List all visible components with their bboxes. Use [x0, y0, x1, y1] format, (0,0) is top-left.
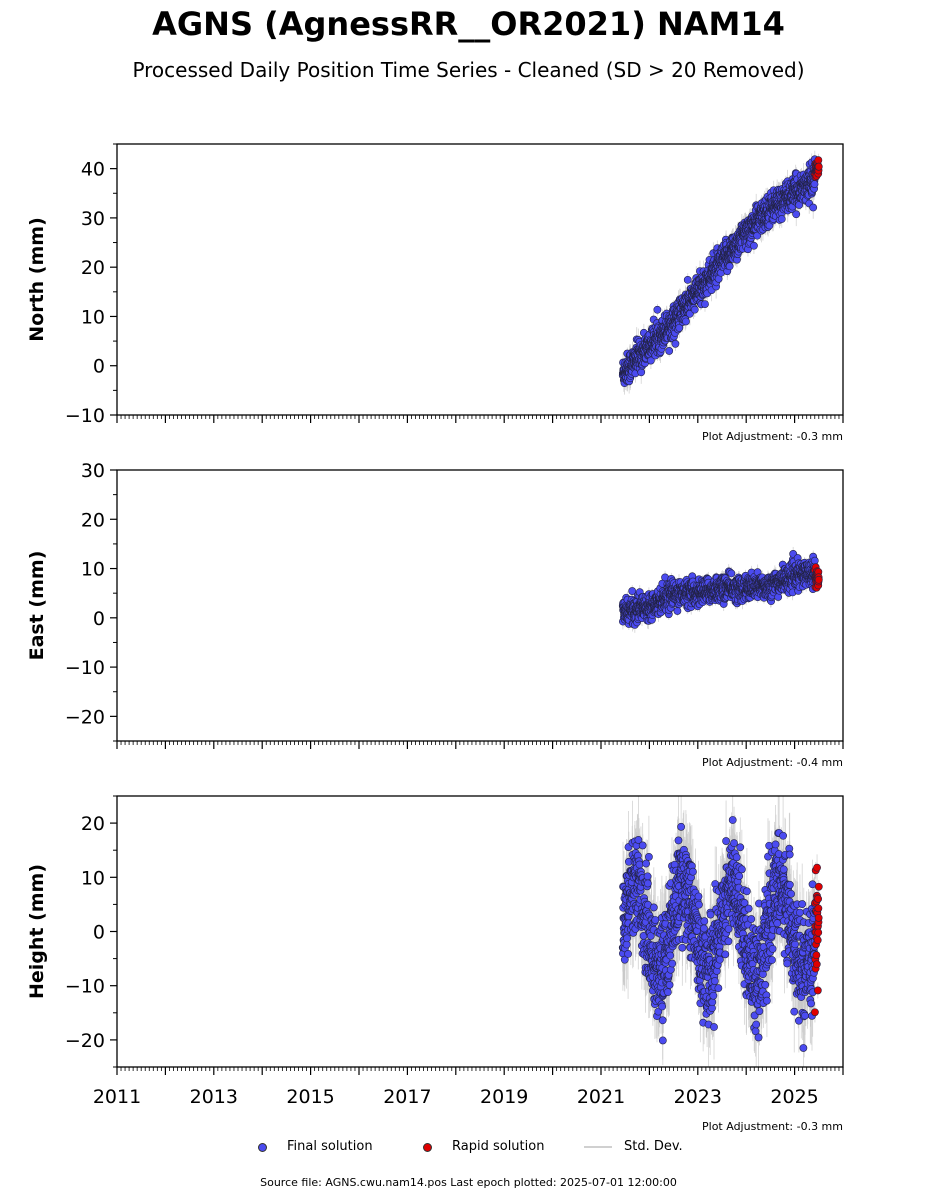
plot-area — [618, 150, 823, 395]
data-point — [637, 368, 646, 377]
plot-area — [618, 546, 823, 633]
rapid-solution-points — [811, 156, 823, 181]
data-point — [690, 305, 699, 314]
data-point — [777, 215, 786, 223]
data-point — [653, 305, 662, 314]
y-axis-label: North (mm) — [26, 217, 48, 342]
y-tick-label: −20 — [65, 706, 105, 728]
final-solution-points — [618, 155, 819, 388]
data-point — [725, 262, 734, 271]
data-point — [753, 231, 762, 240]
y-tick-label: 30 — [81, 460, 105, 482]
y-tick-label: 20 — [81, 257, 105, 279]
panel-frame — [116, 143, 844, 416]
data-point — [646, 356, 655, 365]
chart-title: AGNS (AgnessRR__OR2021) NAM14 — [152, 5, 785, 43]
panel-1: East (mm) −20 −10 0 10 20 30 Plot Adjustment: -… — [26, 460, 844, 769]
y-tick-label: 0 — [93, 356, 105, 378]
y-tick-label: −10 — [65, 405, 105, 427]
data-point — [809, 203, 818, 212]
chart-subtitle: Processed Daily Position Time Series - C… — [132, 58, 805, 82]
data-point — [750, 241, 758, 250]
y-tick-label: 10 — [81, 306, 105, 328]
data-point — [628, 587, 637, 595]
data-point — [681, 317, 690, 326]
plot-adjustment-note: Plot Adjustment: -0.3 mm — [702, 430, 843, 443]
data-point — [814, 162, 823, 171]
data-point — [675, 323, 684, 332]
data-point — [814, 156, 823, 165]
data-point — [701, 300, 709, 308]
data-point — [671, 339, 680, 348]
y-tick-label: 0 — [93, 608, 105, 630]
data-point — [683, 275, 692, 284]
plot-adjustment-note: Plot Adjustment: -0.4 mm — [702, 756, 843, 769]
y-tick-label: 20 — [81, 509, 105, 531]
y-tick-label: 40 — [81, 159, 105, 181]
y-tick-label: −10 — [65, 657, 105, 679]
y-tick-label: 10 — [81, 559, 105, 581]
y-tick-label: 30 — [81, 208, 105, 230]
data-point — [792, 210, 801, 219]
data-point — [810, 180, 819, 188]
y-axis-label: East (mm) — [26, 551, 48, 661]
data-point — [665, 347, 674, 355]
panel-0: North (mm) −10 0 10 20 30 40 Plot Adjustment: -… — [26, 143, 844, 443]
